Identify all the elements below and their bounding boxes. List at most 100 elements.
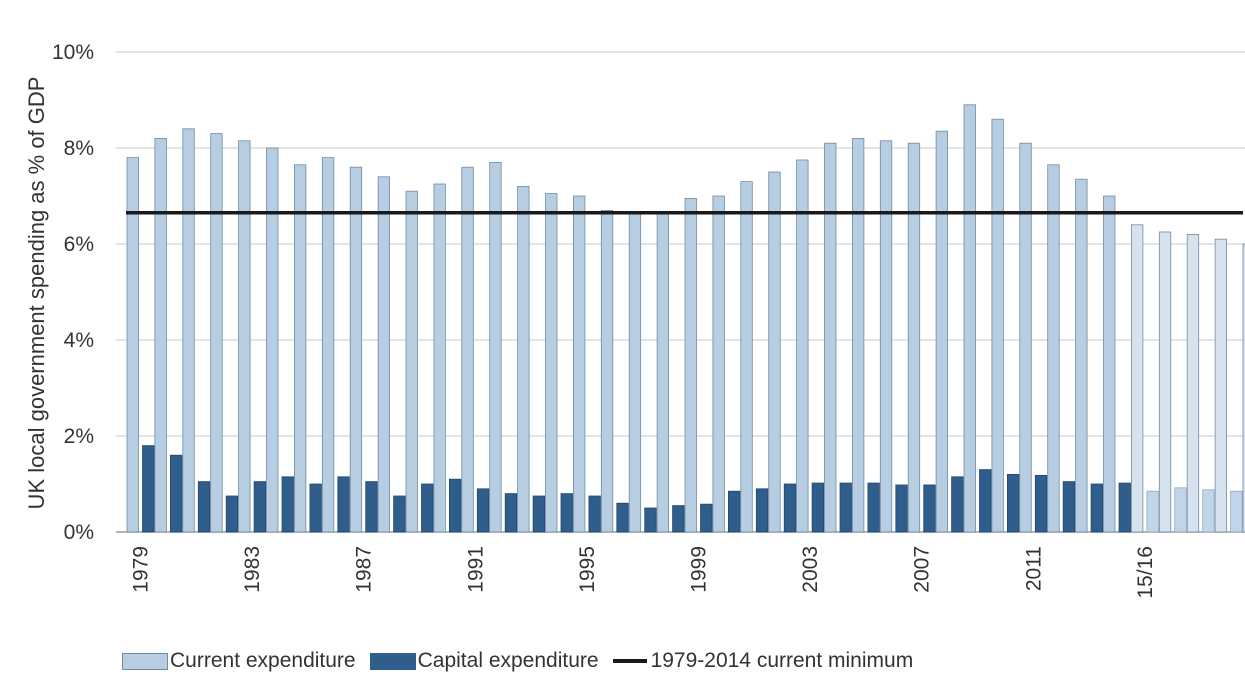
bar-capital-expenditure	[197, 481, 211, 533]
bar-current-expenditure	[907, 142, 921, 533]
bar-current-expenditure	[740, 181, 753, 533]
legend-swatch-minimum	[612, 659, 647, 663]
bar-capital-expenditure	[700, 503, 713, 533]
bar-current-expenditure	[1047, 164, 1060, 533]
bar-capital-expenditure	[1034, 474, 1048, 533]
bar-current-expenditure	[293, 164, 307, 533]
x-tick-label: 15/16	[1134, 546, 1157, 599]
bar-capital-expenditure	[1174, 487, 1187, 533]
bar-capital-expenditure	[672, 505, 685, 533]
y-tick-label: 6%	[64, 233, 94, 256]
y-tick-label: 8%	[64, 137, 94, 160]
bar-capital-expenditure	[1230, 490, 1243, 533]
bar-current-expenditure	[377, 176, 391, 533]
bar-capital-expenditure	[504, 493, 518, 533]
bar-current-expenditure	[461, 166, 474, 533]
x-tick-label: 2011	[1022, 546, 1045, 591]
bar-capital-expenditure	[448, 478, 462, 533]
legend-item-capital: Capital expenditure	[369, 649, 599, 673]
bar-current-expenditure	[489, 161, 502, 533]
bar-capital-expenditure	[225, 495, 239, 533]
bar-capital-expenditure	[476, 488, 490, 533]
bar-capital-expenditure	[309, 483, 322, 533]
bar-current-expenditure	[238, 140, 251, 533]
bar-current-expenditure	[656, 212, 669, 533]
bar-current-expenditure	[545, 193, 558, 533]
bar-capital-expenditure	[1007, 473, 1020, 533]
bar-current-expenditure	[935, 130, 948, 533]
bar-capital-expenditure	[393, 495, 406, 533]
bar-current-expenditure	[824, 142, 837, 533]
bar-current-expenditure	[628, 212, 642, 533]
x-tick-label: 2003	[799, 546, 822, 593]
x-tick-label: 2007	[911, 546, 934, 593]
bar-capital-expenditure	[867, 482, 880, 533]
x-tick-label: 1979	[130, 546, 153, 593]
y-tick-label: 4%	[64, 329, 94, 352]
bar-capital-expenditure	[979, 469, 992, 533]
bar-current-expenditure	[1019, 142, 1032, 533]
x-tick-label: 1987	[353, 546, 376, 593]
bar-capital-expenditure	[839, 482, 852, 533]
bar-current-expenditure	[796, 159, 809, 533]
bar-current-expenditure	[1075, 178, 1088, 533]
x-tick-label: 1995	[576, 546, 599, 593]
bar-current-expenditure	[405, 190, 418, 533]
bar-current-expenditure	[266, 147, 279, 533]
bar-capital-expenditure	[560, 493, 573, 533]
bar-capital-expenditure	[1202, 489, 1215, 533]
bar-capital-expenditure	[253, 481, 267, 533]
bar-current-expenditure	[210, 133, 223, 533]
bar-current-expenditure	[433, 183, 446, 533]
bar-capital-expenditure	[728, 490, 741, 533]
bar-current-expenditure	[154, 137, 167, 533]
y-axis-ticks: 0% 2% 4% 6% 8% 10%	[52, 41, 94, 544]
legend-label-current: Current expenditure	[170, 649, 356, 672]
bars	[126, 104, 1245, 533]
bar-current-expenditure	[1242, 243, 1245, 533]
bar-current-expenditure	[712, 195, 725, 533]
legend-item-minimum: 1979-2014 current minimum	[612, 649, 914, 673]
bar-capital-expenditure	[923, 484, 936, 533]
bar-capital-expenditure	[755, 488, 769, 533]
x-tick-label: 1991	[464, 546, 487, 593]
legend-label-minimum: 1979-2014 current minimum	[650, 649, 914, 672]
bar-capital-expenditure	[895, 484, 908, 533]
x-tick-label: 1999	[688, 546, 711, 593]
bar-current-expenditure	[684, 197, 697, 533]
y-tick-label: 2%	[64, 425, 94, 448]
legend-item-current: Current expenditure	[122, 649, 356, 673]
bar-capital-expenditure	[421, 483, 434, 533]
bar-current-expenditure	[1131, 224, 1144, 533]
bar-capital-expenditure	[588, 495, 601, 533]
bar-current-expenditure	[1186, 233, 1200, 533]
bar-capital-expenditure	[142, 445, 155, 533]
bar-current-expenditure	[517, 185, 530, 533]
bar-current-expenditure	[1158, 231, 1172, 533]
bar-current-expenditure	[321, 157, 335, 533]
bar-capital-expenditure	[1146, 490, 1159, 533]
x-tick-label: 1983	[241, 546, 264, 593]
bar-current-expenditure	[573, 195, 586, 533]
bar-capital-expenditure	[337, 476, 350, 533]
legend: Current expenditure Capital expenditure …	[122, 648, 927, 674]
bar-capital-expenditure	[532, 495, 545, 533]
bar-capital-expenditure	[644, 507, 657, 533]
bar-capital-expenditure	[616, 502, 629, 533]
y-axis-label: UK local government spending as % of GDP	[24, 77, 49, 510]
legend-swatch-capital	[369, 652, 416, 670]
bar-current-expenditure	[963, 104, 976, 533]
bar-current-expenditure	[852, 137, 865, 533]
bar-capital-expenditure	[1062, 481, 1076, 533]
legend-label-capital: Capital expenditure	[417, 649, 599, 672]
x-axis-ticks: 1979 1983 1987 1991 1995 1999 2003 2007 2011 15/1…	[130, 546, 1157, 599]
bar-capital-expenditure	[281, 476, 294, 533]
bar-capital-expenditure	[811, 482, 824, 533]
bar-current-expenditure	[768, 171, 781, 533]
bar-capital-expenditure	[951, 476, 964, 533]
bar-capital-expenditure	[365, 481, 378, 533]
bar-capital-expenditure	[1090, 483, 1103, 533]
bar-capital-expenditure	[169, 454, 183, 533]
bar-current-expenditure	[600, 209, 614, 533]
